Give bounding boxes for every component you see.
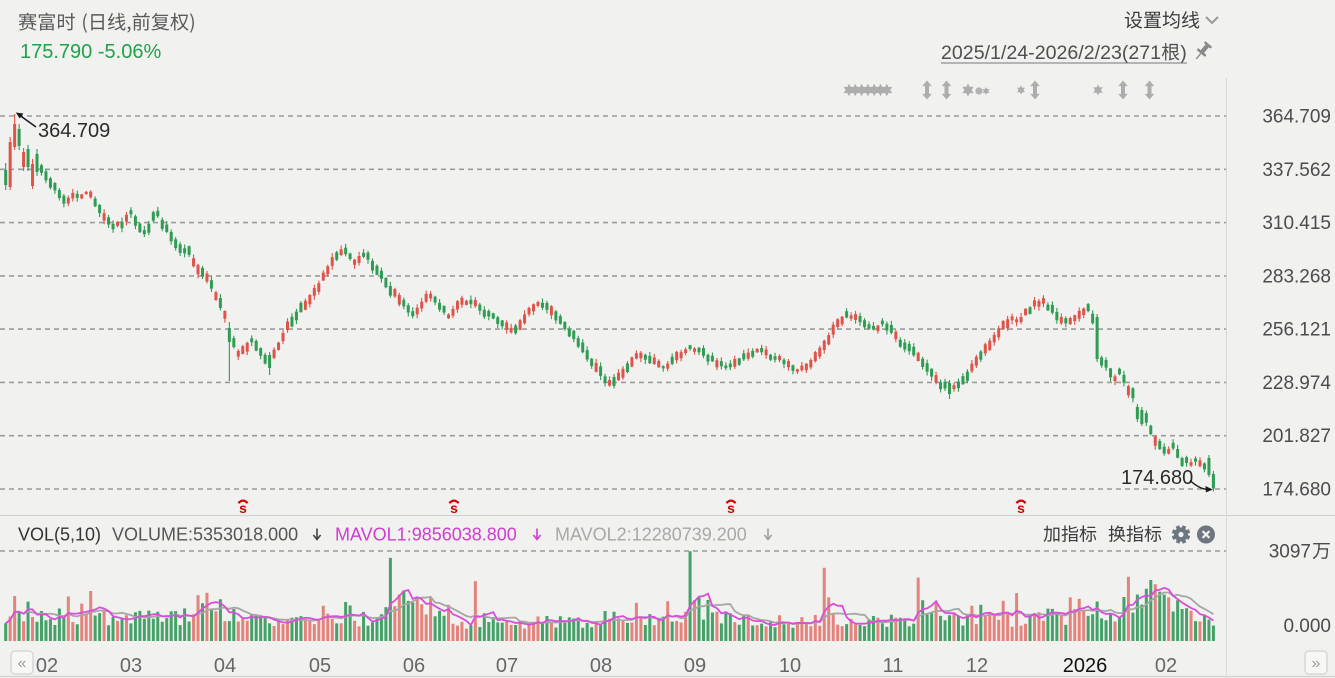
svg-text:228.974: 228.974 — [1262, 373, 1331, 394]
svg-text:08: 08 — [590, 655, 612, 677]
svg-text:256.121: 256.121 — [1262, 320, 1331, 341]
svg-text:337.562: 337.562 — [1262, 160, 1331, 181]
svg-text:05: 05 — [309, 655, 331, 677]
svg-text:): ) — [1180, 42, 1187, 64]
svg-text:2025/1/24-2026/2/23(271: 2025/1/24-2026/2/23(271 — [941, 42, 1161, 64]
svg-text:04: 04 — [214, 655, 236, 677]
svg-text:MAVOL1:9856038.800: MAVOL1:9856038.800 — [335, 525, 517, 545]
svg-text:174.680: 174.680 — [1262, 480, 1331, 501]
svg-text:0.000: 0.000 — [1283, 616, 1331, 637]
svg-text:10: 10 — [779, 655, 801, 677]
svg-text:12: 12 — [966, 655, 988, 677]
svg-text:s: s — [727, 500, 735, 516]
svg-text:s: s — [450, 500, 458, 516]
svg-text:02: 02 — [1155, 655, 1177, 677]
svg-text:3097: 3097 — [1269, 542, 1311, 563]
svg-text:11: 11 — [883, 655, 904, 677]
svg-text:201.827: 201.827 — [1262, 426, 1331, 447]
svg-text:2026: 2026 — [1063, 655, 1108, 677]
svg-text:174.680: 174.680 — [1121, 467, 1193, 489]
svg-text:03: 03 — [120, 655, 142, 677]
svg-text:310.415: 310.415 — [1262, 213, 1331, 234]
svg-text:s: s — [1017, 500, 1025, 516]
svg-text:175.790 -5.06%: 175.790 -5.06% — [20, 41, 161, 63]
svg-text:07: 07 — [496, 655, 518, 677]
svg-text:s: s — [239, 500, 247, 516]
svg-text:VOLUME:5353018.000: VOLUME:5353018.000 — [112, 525, 298, 545]
svg-text:283.268: 283.268 — [1262, 266, 1331, 287]
svg-text:364.709: 364.709 — [38, 120, 110, 142]
svg-text:09: 09 — [684, 655, 706, 677]
svg-text:«: « — [18, 655, 27, 672]
svg-text:MAVOL2:12280739.200: MAVOL2:12280739.200 — [555, 525, 747, 545]
svg-text:02: 02 — [36, 655, 58, 677]
svg-text:06: 06 — [403, 655, 425, 677]
svg-text:VOL(5,10): VOL(5,10) — [18, 525, 101, 545]
svg-text:»: » — [1312, 655, 1321, 672]
svg-text:364.709: 364.709 — [1262, 107, 1331, 128]
